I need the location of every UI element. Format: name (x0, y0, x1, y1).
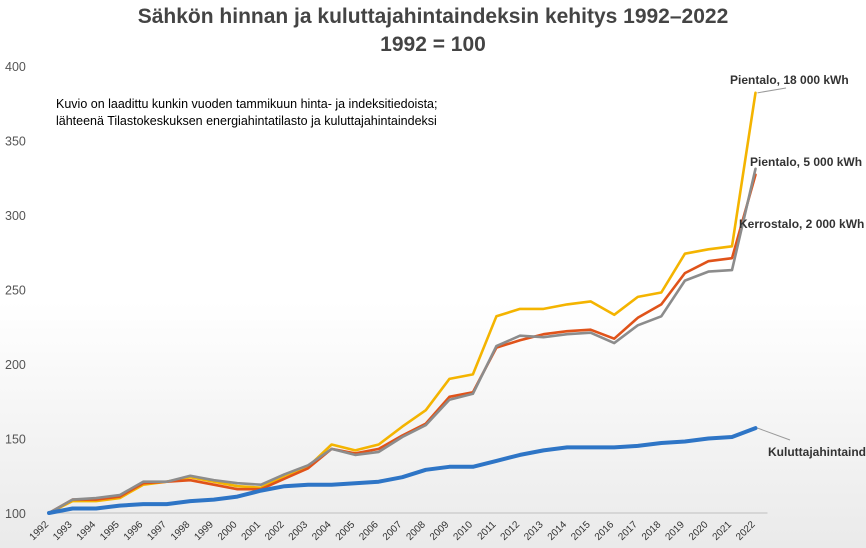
y-tick-label-400: 400 (5, 60, 26, 74)
x-tick-label-2015: 2015 (569, 519, 593, 543)
leader-line-0 (757, 87, 787, 94)
x-tick-label-2007: 2007 (381, 519, 405, 543)
x-tick-label-1997: 1997 (145, 519, 169, 543)
x-tick-label-2002: 2002 (263, 519, 287, 543)
x-tick-label-1996: 1996 (122, 519, 146, 543)
x-tick-label-2021: 2021 (711, 519, 735, 543)
source-note-line-1: Kuvio on laadittu kunkin vuoden tammikuu… (56, 97, 438, 111)
x-tick-label-2016: 2016 (593, 519, 617, 543)
x-tick-label-1994: 1994 (75, 519, 99, 543)
series-line-kuluttajahintaindeksi (47, 426, 758, 515)
series-line-kerrostalo-2-000-kwh (47, 167, 757, 515)
y-tick-label-300: 300 (5, 209, 26, 223)
x-tick-label-2003: 2003 (287, 519, 311, 543)
y-tick-label-150: 150 (5, 433, 26, 447)
y-tick-label-350: 350 (5, 135, 26, 149)
chart-title: Sähkön hinnan ja kuluttajahintaindeksin … (137, 5, 729, 28)
series-label-kuluttajahintaindeksi: Kuluttajahintaindeksi (768, 445, 866, 459)
source-note: Kuvio on laadittu kunkin vuoden tammikuu… (56, 96, 437, 130)
x-tick-label-2022: 2022 (734, 519, 758, 543)
x-tick-label-2012: 2012 (499, 519, 523, 543)
series-label-pientalo-5-000-kwh: Pientalo, 5 000 kWh (750, 155, 862, 169)
x-tick-label-2011: 2011 (476, 519, 499, 542)
leader-line-3 (757, 427, 791, 441)
x-tick-label-1995: 1995 (98, 519, 122, 543)
x-tick-label-1993: 1993 (51, 519, 75, 543)
y-tick-label-200: 200 (5, 358, 26, 372)
x-tick-label-2009: 2009 (428, 519, 452, 543)
x-tick-label-2000: 2000 (216, 519, 240, 543)
x-tick-label-2006: 2006 (357, 519, 381, 543)
y-tick-label-250: 250 (5, 284, 26, 298)
x-tick-label-2008: 2008 (404, 519, 428, 543)
x-tick-label-2013: 2013 (522, 519, 546, 543)
y-tick-label-100: 100 (5, 507, 26, 521)
x-tick-label-2017: 2017 (616, 519, 640, 543)
series-label-pientalo-18-000-kwh: Pientalo, 18 000 kWh (730, 73, 849, 87)
x-tick-label-2004: 2004 (310, 519, 334, 543)
x-tick-label-2001: 2001 (240, 519, 264, 543)
x-tick-label-2010: 2010 (452, 519, 476, 543)
x-tick-label-1998: 1998 (169, 519, 193, 543)
x-tick-label-2005: 2005 (334, 519, 358, 543)
chart-subtitle: 1992 = 100 (380, 33, 486, 56)
source-note-line-2: lähteenä Tilastokeskuksen energiahintati… (56, 114, 437, 128)
x-tick-label-2018: 2018 (640, 519, 664, 543)
x-tick-label-1992: 1992 (28, 519, 52, 543)
x-tick-label-1999: 1999 (192, 519, 216, 543)
x-tick-label-2020: 2020 (687, 519, 711, 543)
series-label-kerrostalo-2-000-kwh: Kerrostalo, 2 000 kWh (739, 217, 864, 231)
series-line-pientalo-18-000-kwh (47, 91, 757, 515)
series-line-pientalo-5-000-kwh (47, 173, 757, 515)
x-tick-label-2019: 2019 (663, 519, 687, 543)
x-tick-label-2014: 2014 (546, 519, 570, 543)
